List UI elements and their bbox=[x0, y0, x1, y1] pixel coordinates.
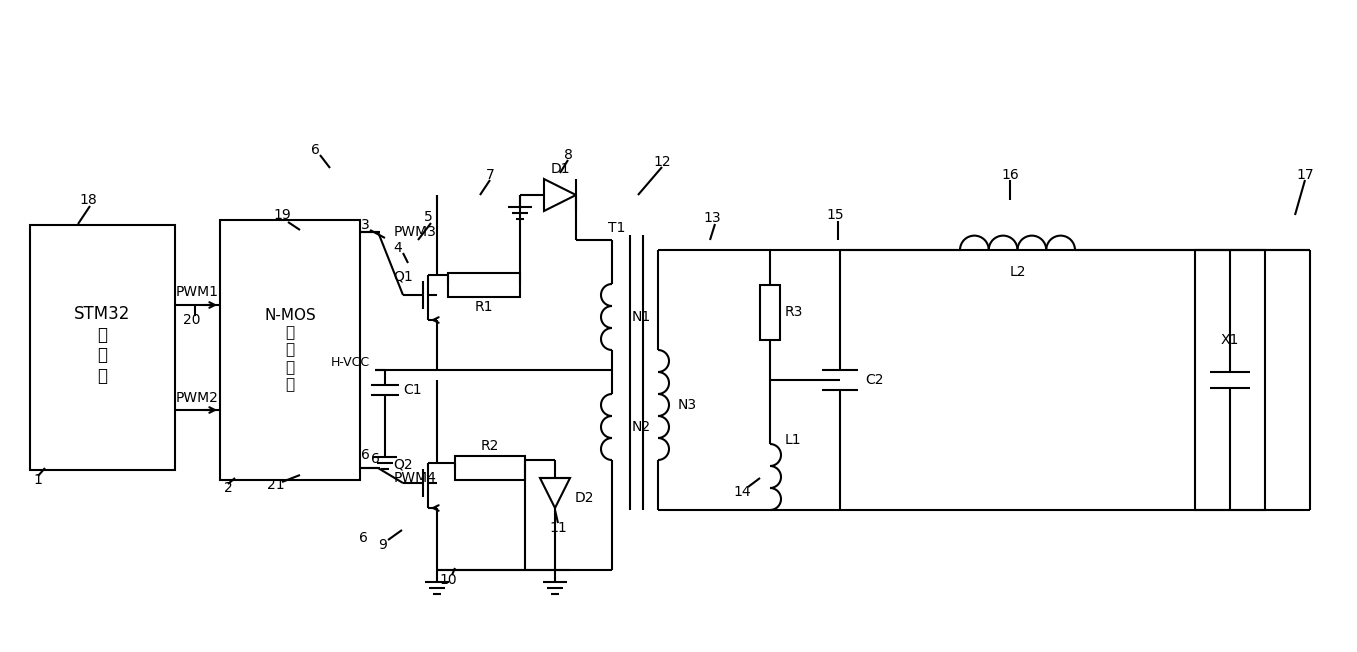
Text: R3: R3 bbox=[784, 306, 803, 319]
Text: C2: C2 bbox=[864, 373, 883, 387]
Text: 6: 6 bbox=[358, 531, 368, 545]
Bar bbox=[448, 273, 520, 297]
Text: Q2: Q2 bbox=[394, 458, 413, 472]
Text: D2: D2 bbox=[575, 491, 594, 505]
Text: 21: 21 bbox=[267, 478, 285, 492]
Text: R1: R1 bbox=[475, 300, 493, 314]
Text: T1: T1 bbox=[608, 221, 626, 235]
Bar bbox=[1196, 250, 1265, 510]
Bar bbox=[455, 456, 525, 480]
Text: 20: 20 bbox=[183, 313, 201, 327]
Text: L2: L2 bbox=[1010, 265, 1026, 279]
Text: 9: 9 bbox=[379, 538, 388, 552]
Text: 16: 16 bbox=[1001, 168, 1019, 182]
Text: C1: C1 bbox=[403, 383, 422, 397]
Text: 19: 19 bbox=[273, 208, 290, 222]
Bar bbox=[30, 225, 175, 470]
Text: 6: 6 bbox=[311, 143, 319, 157]
Text: Q1: Q1 bbox=[394, 270, 413, 284]
Text: N2: N2 bbox=[632, 420, 651, 434]
Text: X1: X1 bbox=[1221, 333, 1239, 347]
Text: PWM2: PWM2 bbox=[176, 391, 218, 405]
Text: 11: 11 bbox=[550, 521, 567, 535]
Text: 12: 12 bbox=[653, 155, 670, 169]
Text: PWM3: PWM3 bbox=[394, 225, 437, 239]
Text: 13: 13 bbox=[703, 211, 721, 225]
Text: 14: 14 bbox=[733, 485, 750, 499]
Text: D1: D1 bbox=[550, 162, 570, 176]
Text: N3: N3 bbox=[678, 398, 697, 412]
Text: 6: 6 bbox=[370, 452, 380, 466]
Text: 6: 6 bbox=[361, 448, 369, 462]
Text: 17: 17 bbox=[1296, 168, 1314, 182]
Text: STM32
处
理
器: STM32 处 理 器 bbox=[73, 304, 130, 385]
Text: PWM4: PWM4 bbox=[394, 471, 437, 485]
Text: 7: 7 bbox=[486, 168, 494, 182]
Text: 10: 10 bbox=[440, 573, 457, 587]
Bar bbox=[760, 285, 780, 340]
Text: 5: 5 bbox=[423, 210, 433, 224]
Text: H-VCC: H-VCC bbox=[331, 355, 370, 368]
Text: R2: R2 bbox=[480, 439, 499, 453]
Bar bbox=[220, 220, 360, 480]
Text: 2: 2 bbox=[224, 481, 232, 495]
Text: 3: 3 bbox=[361, 218, 369, 232]
Text: PWM1: PWM1 bbox=[176, 285, 218, 299]
Text: 8: 8 bbox=[563, 148, 573, 162]
Text: 18: 18 bbox=[79, 193, 96, 207]
Text: 1: 1 bbox=[34, 473, 42, 487]
Text: L1: L1 bbox=[784, 433, 802, 447]
Text: N-MOS
驱
动
电
路: N-MOS 驱 动 电 路 bbox=[265, 308, 316, 393]
Text: 4: 4 bbox=[394, 241, 403, 255]
Text: 15: 15 bbox=[826, 208, 844, 222]
Text: N1: N1 bbox=[632, 310, 651, 324]
